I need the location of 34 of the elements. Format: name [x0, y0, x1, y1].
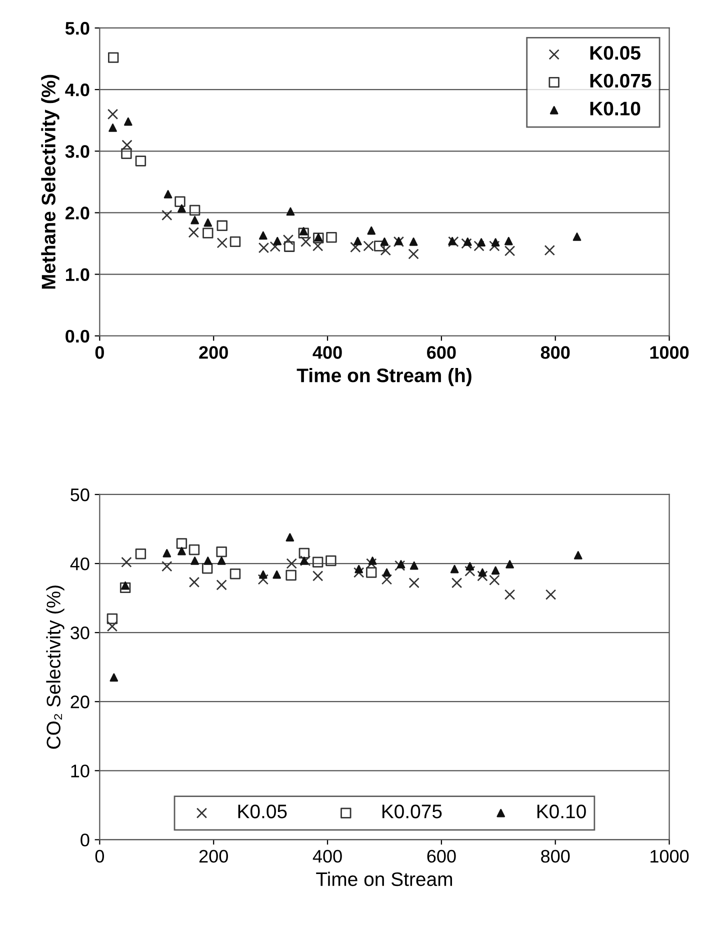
legend-label: K0.05: [238, 804, 287, 818]
y-tick-label: 40: [70, 557, 90, 570]
legend-label: K0.075: [382, 804, 442, 818]
y-tick-label: 0.0: [66, 330, 90, 343]
x-tick-label: 1000: [650, 850, 689, 863]
x-tick-label: 0: [95, 850, 104, 863]
x-tick-label: 200: [199, 346, 228, 359]
x-tick-label: 1000: [650, 346, 689, 359]
y-axis-title: CO₂ Selectivity (%): [46, 586, 64, 749]
y-tick-label: 2.0: [65, 206, 90, 220]
x-tick-label: 400: [312, 346, 342, 359]
x-tick-label: 800: [540, 346, 570, 359]
x-tick-label: 800: [541, 850, 570, 863]
y-tick-label: 3.0: [65, 145, 90, 158]
y-tick-label: 5.0: [65, 22, 90, 35]
y-tick-label: 1.0: [66, 268, 90, 282]
y-tick-label: 30: [70, 626, 90, 640]
legend-label: K0.10: [590, 102, 640, 116]
y-tick-label: 0: [80, 834, 90, 846]
x-tick-label: 0: [95, 346, 104, 359]
y-tick-label: 20: [70, 696, 90, 708]
x-axis-title: Time on Stream: [316, 872, 452, 886]
x-tick-label: 400: [312, 850, 342, 863]
y-axis-title: Methane Selectivity (%): [41, 74, 60, 289]
x-tick-label: 600: [427, 850, 456, 863]
x-axis-title: Time on Stream (h): [296, 368, 472, 386]
y-tick-label: 10: [71, 764, 90, 778]
legend-label: K0.075: [590, 74, 652, 88]
legend-label: K0.10: [537, 804, 586, 818]
legend-label: K0.05: [590, 46, 640, 60]
y-tick-label: 50: [70, 488, 90, 502]
x-tick-label: 200: [199, 850, 228, 863]
x-tick-label: 600: [427, 346, 456, 359]
y-tick-label: 4.0: [65, 84, 90, 96]
